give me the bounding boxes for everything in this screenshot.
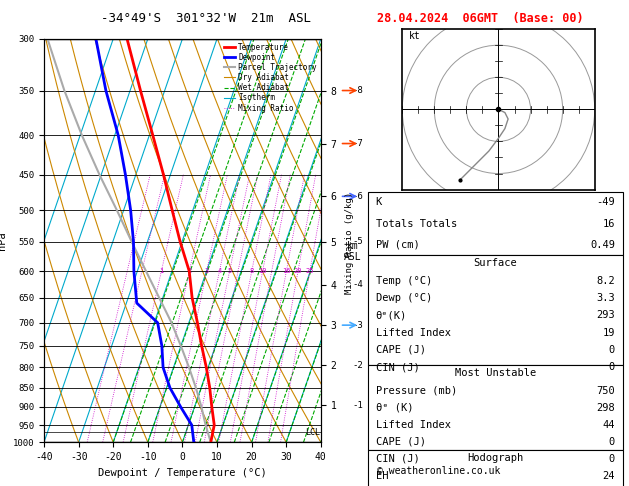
Text: 2: 2 <box>187 268 191 274</box>
Text: © weatheronline.co.uk: © weatheronline.co.uk <box>377 466 501 476</box>
Text: 298: 298 <box>596 402 615 413</box>
Text: Pressure (mb): Pressure (mb) <box>376 385 457 396</box>
Text: 10: 10 <box>259 268 267 274</box>
Text: -4: -4 <box>352 280 363 289</box>
Text: CAPE (J): CAPE (J) <box>376 436 426 447</box>
Text: -34°49'S  301°32'W  21m  ASL: -34°49'S 301°32'W 21m ASL <box>101 12 311 25</box>
Text: 16: 16 <box>603 219 615 228</box>
Text: kt: kt <box>409 31 420 41</box>
X-axis label: Dewpoint / Temperature (°C): Dewpoint / Temperature (°C) <box>98 468 267 478</box>
Text: CIN (J): CIN (J) <box>376 453 420 464</box>
Text: CAPE (J): CAPE (J) <box>376 345 426 355</box>
Text: EH: EH <box>376 470 388 481</box>
Text: 5: 5 <box>228 268 231 274</box>
Y-axis label: Mixing Ratio (g/kg): Mixing Ratio (g/kg) <box>0 190 9 292</box>
Text: 44: 44 <box>603 419 615 430</box>
Text: Most Unstable: Most Unstable <box>455 368 536 378</box>
Text: -1: -1 <box>352 400 363 410</box>
Text: -8: -8 <box>352 86 363 95</box>
Text: 25: 25 <box>306 268 314 274</box>
Text: 3: 3 <box>204 268 209 274</box>
Text: Dewp (°C): Dewp (°C) <box>376 293 432 303</box>
Text: 750: 750 <box>596 385 615 396</box>
Text: 20: 20 <box>294 268 303 274</box>
Text: Lifted Index: Lifted Index <box>376 419 450 430</box>
Text: 8: 8 <box>250 268 254 274</box>
Legend: Temperature, Dewpoint, Parcel Trajectory, Dry Adiabat, Wet Adiabat, Isotherm, Mi: Temperature, Dewpoint, Parcel Trajectory… <box>224 43 317 113</box>
Text: 3.3: 3.3 <box>596 293 615 303</box>
Text: Surface: Surface <box>474 258 517 268</box>
Text: -7: -7 <box>352 139 363 148</box>
Text: Hodograph: Hodograph <box>467 453 523 463</box>
Text: 0: 0 <box>609 453 615 464</box>
Text: 0: 0 <box>609 362 615 372</box>
Text: Mixing Ratio (g/kg): Mixing Ratio (g/kg) <box>345 192 353 294</box>
Text: -6: -6 <box>352 192 363 201</box>
Text: LCL: LCL <box>305 428 320 436</box>
Text: -49: -49 <box>596 197 615 208</box>
Text: K: K <box>376 197 382 208</box>
Text: -3: -3 <box>352 321 363 330</box>
Text: 0.49: 0.49 <box>590 240 615 250</box>
Bar <box>368 450 623 486</box>
Bar <box>368 365 623 450</box>
Text: 19: 19 <box>603 328 615 338</box>
Text: Temp (°C): Temp (°C) <box>376 276 432 286</box>
Text: Totals Totals: Totals Totals <box>376 219 457 228</box>
Text: θᵉ (K): θᵉ (K) <box>376 402 413 413</box>
Text: -2: -2 <box>352 361 363 370</box>
Text: CIN (J): CIN (J) <box>376 362 420 372</box>
Y-axis label: hPa: hPa <box>0 231 8 250</box>
Text: 16: 16 <box>282 268 291 274</box>
Text: θᵉ(K): θᵉ(K) <box>376 311 407 320</box>
Text: 8.2: 8.2 <box>596 276 615 286</box>
Text: 28.04.2024  06GMT  (Base: 00): 28.04.2024 06GMT (Base: 00) <box>377 12 584 25</box>
Text: 1: 1 <box>159 268 164 274</box>
Text: 0: 0 <box>609 345 615 355</box>
Text: Lifted Index: Lifted Index <box>376 328 450 338</box>
Text: 24: 24 <box>603 470 615 481</box>
Bar <box>368 192 623 255</box>
Text: 0: 0 <box>609 436 615 447</box>
Bar <box>368 255 623 365</box>
Y-axis label: km
ASL: km ASL <box>344 241 362 262</box>
Text: -5: -5 <box>352 238 363 246</box>
Text: 4: 4 <box>218 268 221 274</box>
Text: 293: 293 <box>596 311 615 320</box>
Text: PW (cm): PW (cm) <box>376 240 420 250</box>
